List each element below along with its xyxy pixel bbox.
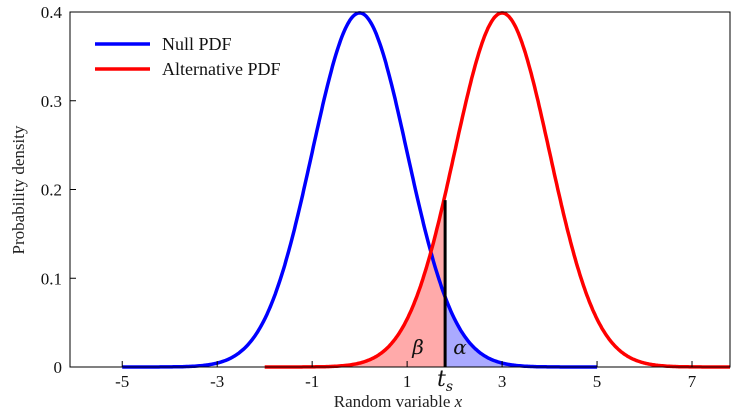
- y-tick-label: 0.2: [41, 181, 62, 200]
- x-tick-label: -1: [305, 372, 319, 391]
- y-axis-label: Probability density: [9, 125, 28, 254]
- alpha-label: α: [453, 335, 467, 359]
- series-line-alternative: [264, 11, 731, 369]
- x-tick-label: 5: [593, 372, 602, 391]
- x-tick-label: 7: [688, 372, 697, 391]
- x-axis-label: Random variable x: [334, 392, 463, 411]
- beta-label: β: [411, 335, 424, 359]
- legend: Null PDF Alternative PDF: [95, 34, 281, 79]
- shaded-area-alternative: [264, 194, 446, 367]
- y-tick-label: 0: [54, 358, 63, 377]
- legend-label-null: Null PDF: [162, 34, 232, 54]
- shaded-regions: [264, 194, 598, 367]
- y-tick-label: 0.3: [41, 92, 62, 111]
- x-tick-label: -5: [115, 372, 129, 391]
- x-tick-label: -3: [210, 372, 224, 391]
- legend-label-alternative: Alternative PDF: [162, 59, 281, 79]
- y-ticks: 0 0.1 0.2 0.3 0.4: [41, 3, 76, 377]
- x-tick-label: 1: [403, 372, 412, 391]
- shaded-area-null: [445, 296, 598, 367]
- x-ticks: -5 -3 -1 1 3 5 7: [115, 361, 697, 391]
- threshold-label: ts: [437, 367, 453, 395]
- y-tick-label: 0.1: [41, 269, 62, 288]
- y-tick-label: 0.4: [41, 3, 63, 22]
- x-tick-label: 3: [498, 372, 507, 391]
- series-line-null: [121, 11, 598, 369]
- pdf-curves: [121, 11, 731, 369]
